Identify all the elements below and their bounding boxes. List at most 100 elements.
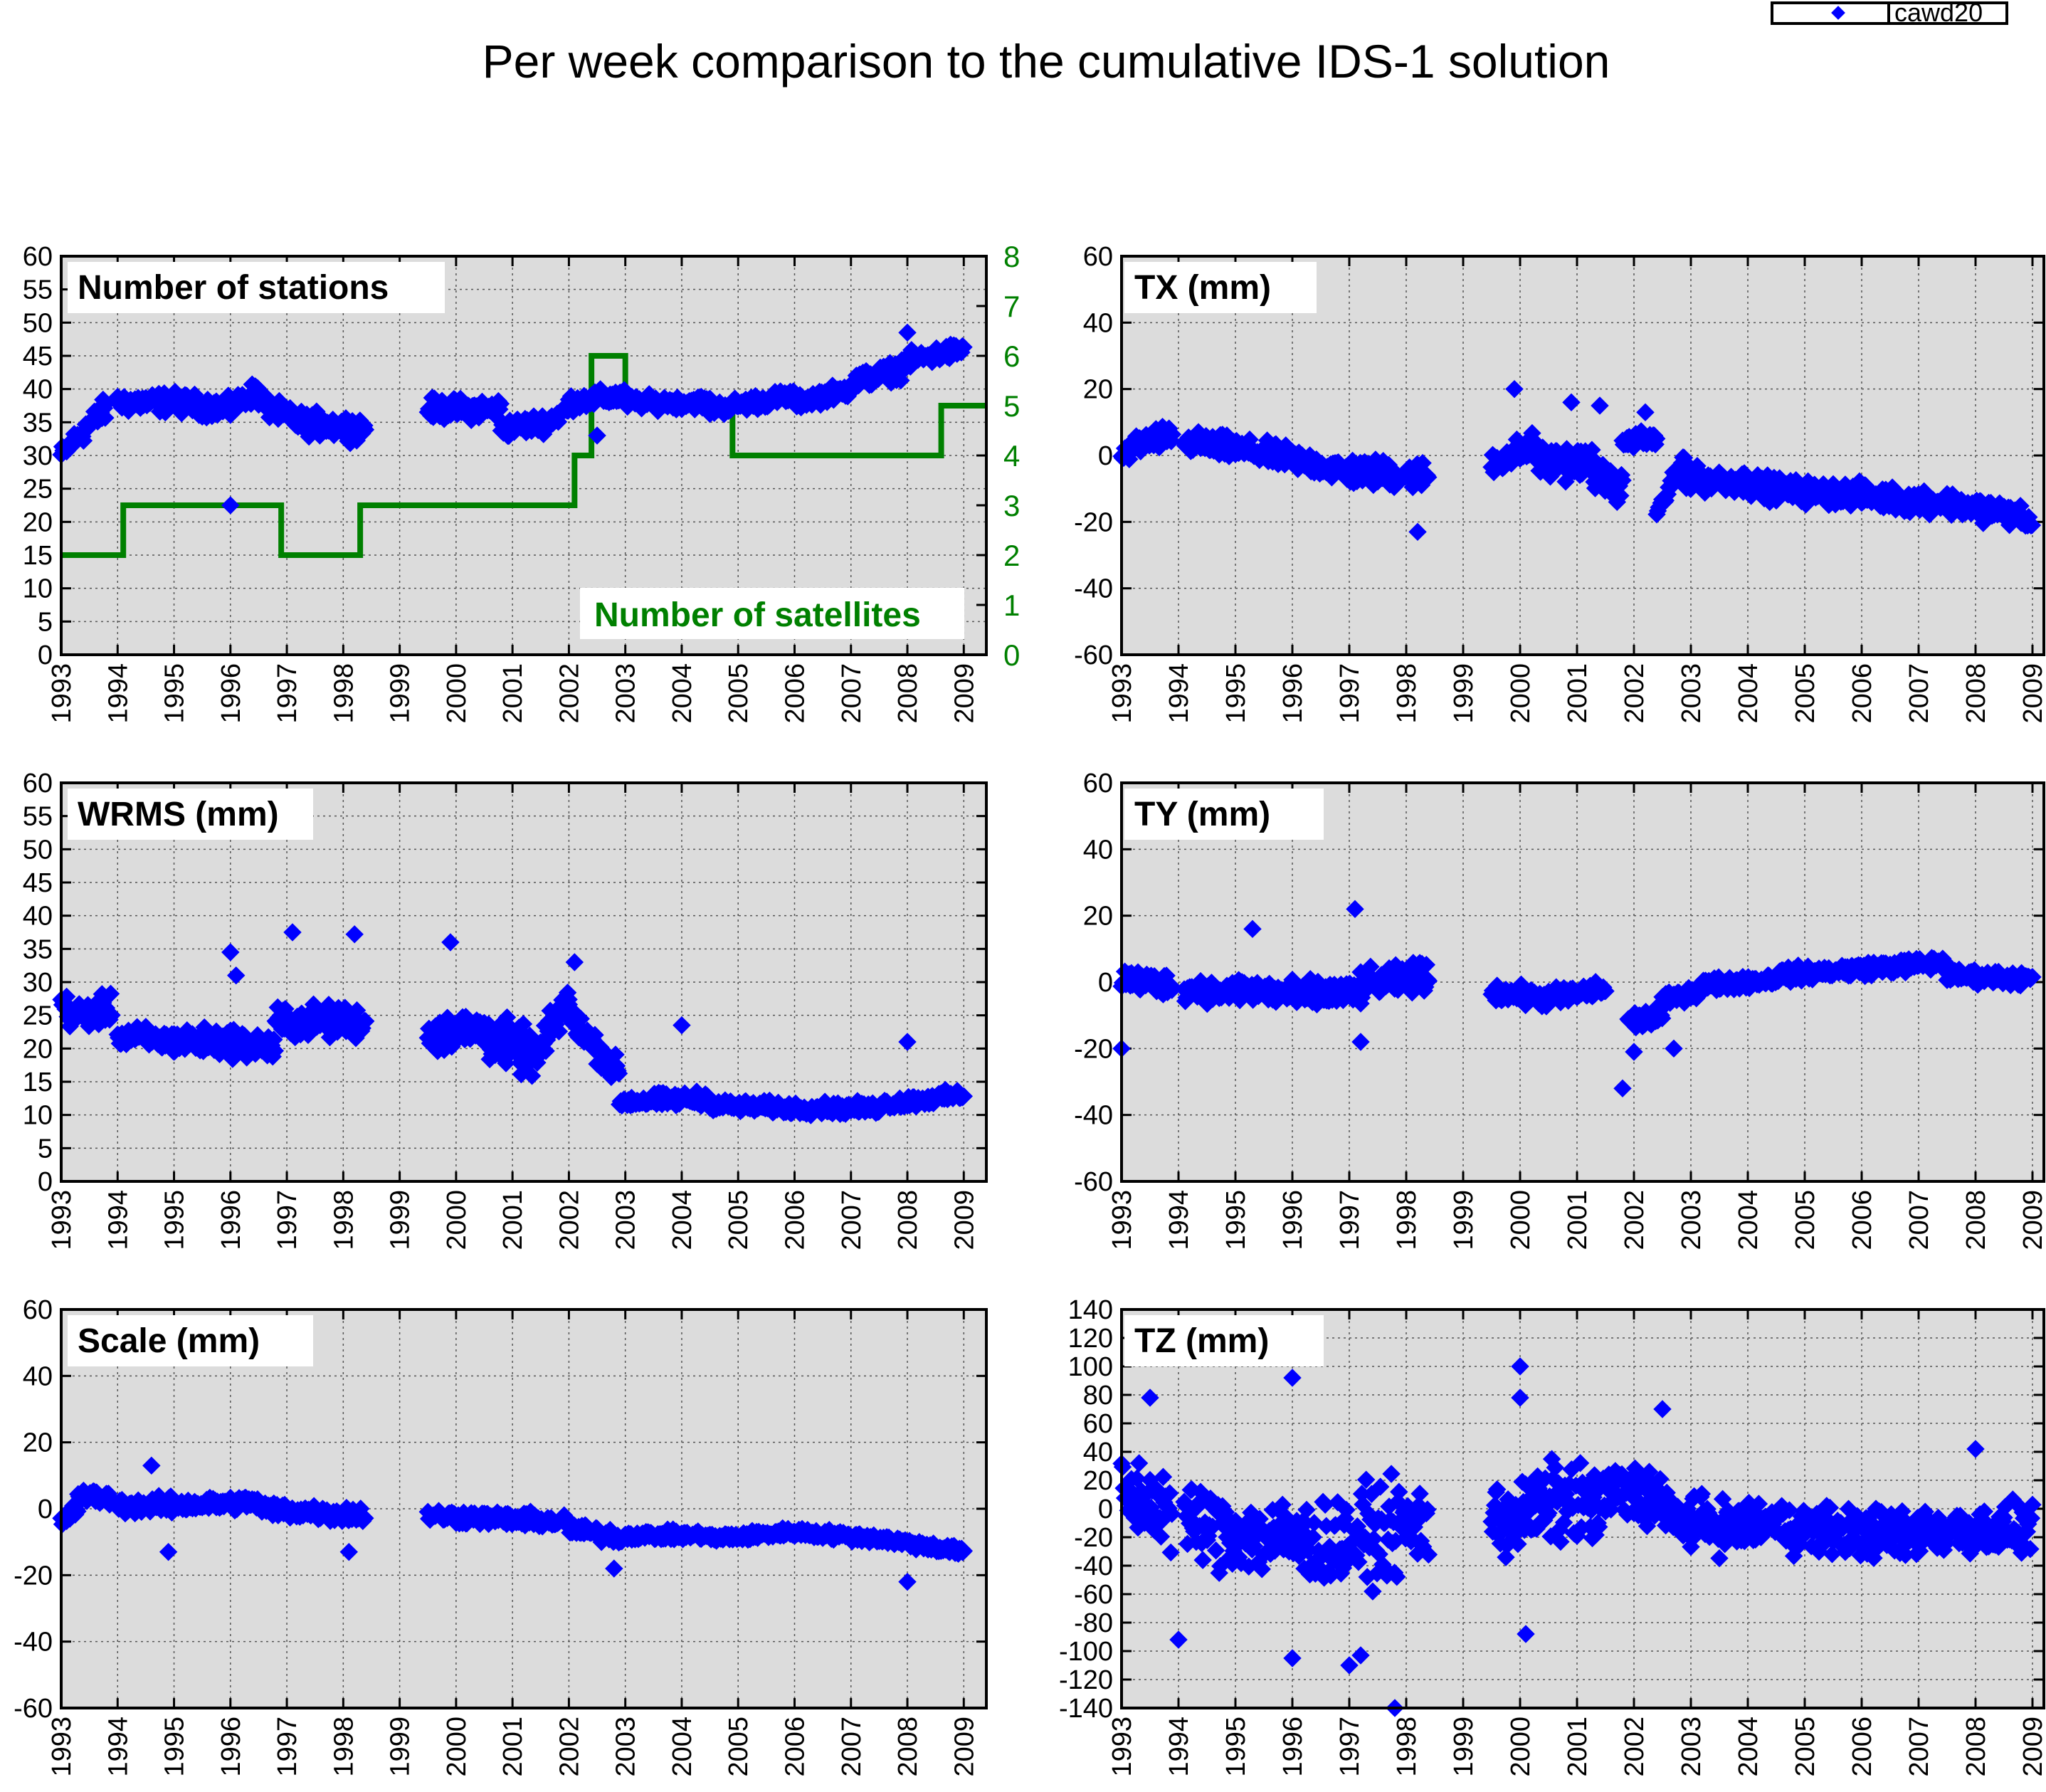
panel-tx: 1993 1994 1995 1996 1997 1998 1999 2000 2001 2002… (1074, 242, 2046, 724)
x-tick-label: 2003 (1677, 1717, 1707, 1777)
data-point (356, 420, 375, 439)
x-tick-label: 2000 (1506, 1717, 1536, 1777)
x-tick-label: 1999 (386, 1717, 416, 1777)
x-tick-label: 2002 (1620, 1717, 1650, 1777)
y-tick-label: 0 (38, 1167, 53, 1197)
x-tick-label: 2007 (1904, 1717, 1934, 1777)
x-tick-label: 2009 (2018, 663, 2046, 724)
y2-tick-label: 6 (1003, 339, 1020, 373)
x-tick-label: 2006 (1847, 663, 1877, 724)
y-tick-label: 35 (23, 408, 53, 438)
y-tick-label: 50 (23, 308, 53, 338)
x-tick-label: 2001 (498, 1717, 528, 1777)
y-tick-label: 20 (1083, 375, 1113, 405)
x-tick-label: 2003 (611, 1717, 641, 1777)
points-stations (52, 323, 973, 515)
x-tick-label: 2005 (724, 663, 754, 724)
y-tick-label: 0 (38, 1495, 53, 1524)
y-tick-label: -40 (1074, 1101, 1113, 1131)
y2-tick-label: 0 (1003, 638, 1020, 672)
x-tick-label: 1993 (47, 1190, 77, 1250)
y-tick-label: 60 (23, 769, 53, 799)
x-tick-label: 1998 (1392, 1717, 1422, 1777)
points-tx (1112, 379, 2042, 542)
y-tick-label: 30 (23, 441, 53, 471)
y-tick-label: -40 (1074, 1551, 1113, 1581)
x-tick-label: 2002 (554, 1190, 584, 1250)
x-tick-label: 1997 (273, 1717, 302, 1777)
y2-tick-label: 7 (1003, 290, 1020, 323)
data-point (96, 409, 115, 427)
y-tick-label: 10 (23, 1101, 53, 1131)
y2-tick-label: 1 (1003, 589, 1020, 622)
y-tick-label: 5 (38, 1134, 53, 1164)
x-tick-label: 1998 (1392, 1190, 1422, 1250)
x-tick-label: 1993 (1107, 1717, 1137, 1777)
x-tick-label: 2000 (442, 1190, 472, 1250)
plot-frame (60, 255, 988, 656)
panel-wrms: 1993 1994 1995 1996 1997 1998 1999 2000 2001 2002… (23, 769, 988, 1250)
y-tick-label: -20 (14, 1561, 53, 1591)
y-tick-label: 0 (1098, 968, 1113, 998)
y-tick-label: 40 (23, 1361, 53, 1391)
y-tick-label: 20 (23, 1034, 53, 1064)
figure-title: Per week comparison to the cumulative ID… (482, 35, 1610, 88)
x-tick-label: 2004 (1734, 663, 1763, 724)
y-tick-label: 20 (23, 507, 53, 537)
x-tick-label: 1995 (1221, 663, 1251, 724)
y-tick-label: 5 (38, 607, 53, 637)
x-tick-label: 2000 (442, 1717, 472, 1777)
y-tick-label: 40 (23, 375, 53, 405)
y-tick-label: 0 (38, 641, 53, 670)
y-tick-label: 140 (1068, 1295, 1113, 1325)
y-tick-label: 15 (23, 1068, 53, 1097)
x-tick-label: 1998 (329, 1717, 359, 1777)
x-tick-label: 1997 (273, 663, 302, 724)
y-tick-label: 20 (1083, 1466, 1113, 1496)
x-tick-label: 1993 (47, 663, 77, 724)
x-tick-label: 2002 (1620, 1190, 1650, 1250)
x-tick-label: 2008 (1961, 1717, 1991, 1777)
y-tick-label: -60 (14, 1694, 53, 1724)
x-tick-label: 2008 (1961, 1190, 1991, 1250)
panel-label: TY (mm) (1134, 796, 1270, 833)
y-tick-label: 45 (23, 868, 53, 898)
x-tick-label: 2007 (837, 663, 867, 724)
x-tick-label: 2001 (1563, 1717, 1593, 1777)
x-tick-label: 2009 (949, 1717, 979, 1777)
x-tick-label: 2004 (668, 1190, 697, 1250)
x-tick-label: 1997 (273, 1190, 302, 1250)
legend-divider (1887, 1, 1890, 25)
x-tick-label: 2007 (837, 1190, 867, 1250)
y-tick-label: 80 (1083, 1381, 1113, 1411)
x-tick-label: 2009 (949, 663, 979, 724)
y-tick-label: 30 (23, 968, 53, 998)
x-tick-label: 2009 (949, 1190, 979, 1250)
x-tick-label: 2006 (1847, 1717, 1877, 1777)
y-tick-label: 0 (1098, 1495, 1113, 1524)
panel-label: Number of stations (78, 269, 389, 307)
x-tick-label: 2008 (893, 663, 923, 724)
legend: cawd20 (1771, 0, 2008, 26)
y-tick-label: 40 (1083, 835, 1113, 865)
x-tick-label: 1999 (1449, 663, 1479, 724)
y-tick-label: 60 (1083, 769, 1113, 799)
x-tick-label: 1995 (1221, 1190, 1251, 1250)
satellites-label: Number of satellites (594, 596, 921, 634)
y-tick-label: -100 (1059, 1637, 1113, 1667)
x-tick-label: 2003 (1677, 1190, 1707, 1250)
y-tick-label: 20 (1083, 902, 1113, 932)
x-tick-label: 2002 (1620, 663, 1650, 724)
y-tick-label: -20 (1074, 1523, 1113, 1553)
x-tick-label: 2004 (1734, 1190, 1763, 1250)
x-tick-label: 2007 (1904, 663, 1934, 724)
y-tick-label: -140 (1059, 1694, 1113, 1724)
x-tick-label: 2009 (2018, 1717, 2046, 1777)
data-point (491, 394, 510, 413)
x-tick-label: 2004 (668, 663, 697, 724)
y-tick-label: -20 (1074, 1034, 1113, 1064)
y-tick-label: -40 (1074, 574, 1113, 604)
x-tick-label: 1997 (1335, 1190, 1365, 1250)
x-tick-label: 2006 (1847, 1190, 1877, 1250)
x-tick-label: 1995 (160, 1190, 190, 1250)
